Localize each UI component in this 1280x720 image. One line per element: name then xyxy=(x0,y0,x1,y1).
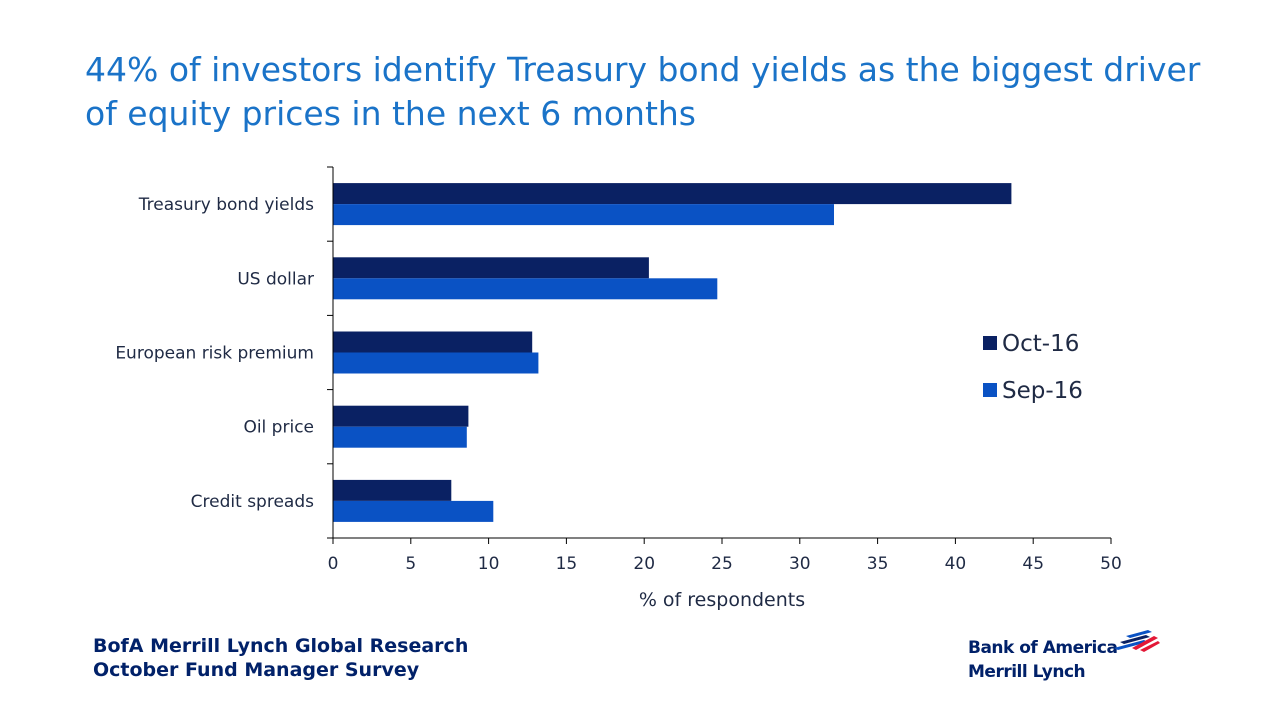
bar-oct-2 xyxy=(333,331,533,353)
bar-sep-1 xyxy=(333,278,718,300)
x-tick-label: 35 xyxy=(867,554,889,574)
x-tick-label: 5 xyxy=(405,554,416,574)
legend-swatch-oct xyxy=(983,336,997,350)
x-tick-label: 30 xyxy=(789,554,811,574)
legend-label-oct: Oct-16 xyxy=(1002,331,1079,357)
x-tick-label: 40 xyxy=(945,554,967,574)
flag-logo-icon xyxy=(1114,630,1160,652)
footer-source: BofA Merrill Lynch Global Research Octob… xyxy=(93,634,468,682)
x-tick-label: 10 xyxy=(478,554,500,574)
logo-line-2: Merrill Lynch xyxy=(968,662,1086,682)
bar-oct-3 xyxy=(333,405,469,427)
category-label: US dollar xyxy=(237,269,314,289)
category-label: European risk premium xyxy=(115,344,314,364)
bank-of-america-merrill-lynch-logo: Bank of America Merrill Lynch xyxy=(968,628,1168,688)
legend-label-sep: Sep-16 xyxy=(1002,378,1083,404)
x-tick-label: 25 xyxy=(711,554,733,574)
bar-sep-4 xyxy=(333,500,494,522)
bar-sep-0 xyxy=(333,204,834,226)
bar-oct-1 xyxy=(333,257,649,279)
legend-swatch-sep xyxy=(983,383,997,397)
bar-oct-0 xyxy=(333,183,1012,205)
x-tick-label: 15 xyxy=(556,554,578,574)
bar-sep-3 xyxy=(333,426,467,448)
chart-title: 44% of investors identify Treasury bond … xyxy=(85,50,1201,133)
footer-line-1: BofA Merrill Lynch Global Research xyxy=(93,635,469,657)
bar-oct-4 xyxy=(333,479,452,501)
footer-line-2: October Fund Manager Survey xyxy=(93,659,420,681)
x-axis-title: % of respondents xyxy=(639,589,805,611)
category-label: Credit spreads xyxy=(191,492,314,512)
logo-line-1: Bank of America xyxy=(968,638,1118,658)
category-label: Treasury bond yields xyxy=(138,195,314,215)
bar-sep-2 xyxy=(333,352,539,374)
x-tick-label: 50 xyxy=(1100,554,1122,574)
x-tick-label: 0 xyxy=(328,554,339,574)
x-tick-label: 45 xyxy=(1022,554,1044,574)
x-tick-label: 20 xyxy=(633,554,655,574)
category-label: Oil price xyxy=(243,418,314,438)
logo-text: Bank of America Merrill Lynch xyxy=(968,636,1118,684)
